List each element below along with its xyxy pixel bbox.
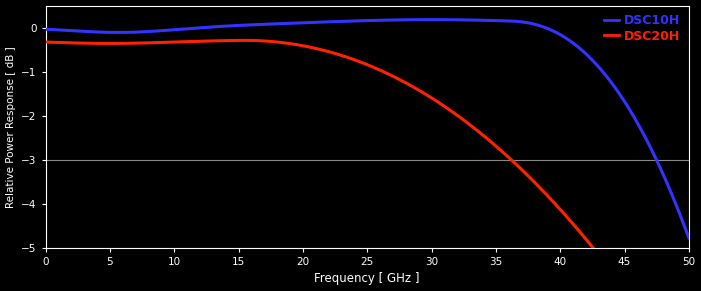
Y-axis label: Relative Power Response [ dB ]: Relative Power Response [ dB ] [6,46,15,207]
X-axis label: Frequency [ GHz ]: Frequency [ GHz ] [315,272,420,285]
Legend: DSC10H, DSC20H: DSC10H, DSC20H [601,12,683,45]
